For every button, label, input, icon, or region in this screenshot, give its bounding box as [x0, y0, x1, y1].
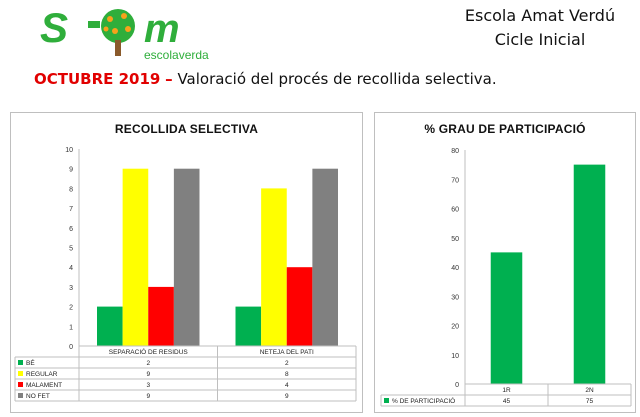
- bar-regular-1: [122, 168, 149, 346]
- y-tick-label: 50: [451, 236, 459, 243]
- legend-swatch: [18, 371, 23, 376]
- data-label: 4: [285, 382, 289, 389]
- logo-subtitle: escolaverda: [144, 48, 209, 62]
- bar-regular-2: [261, 188, 287, 346]
- chart-title: % GRAU DE PARTICIPACIÓ: [424, 122, 586, 136]
- chart-title: RECOLLIDA SELECTIVA: [114, 122, 259, 136]
- y-tick-label: 0: [69, 344, 73, 351]
- legend-swatch: [18, 382, 23, 387]
- bar-no-fet-2: [312, 168, 338, 346]
- svg-text:S: S: [40, 4, 68, 51]
- data-label: 75: [586, 398, 594, 405]
- y-tick-label: 60: [451, 207, 459, 214]
- recycling-chart-panel: RECOLLIDA SELECTIVA 0 1 2 3 4 5 6 7 8 9 10 SEPARACI…: [10, 112, 363, 413]
- participation-chart-panel: % GRAU DE PARTICIPACIÓ 0 10 20 30 40 50 60 70 80…: [374, 112, 636, 413]
- y-tick-label: 8: [69, 186, 73, 193]
- data-label: 2: [285, 360, 289, 367]
- legend-label: REGULAR: [26, 371, 58, 378]
- y-tick-label: 40: [451, 265, 459, 272]
- legend-swatch: [18, 360, 23, 365]
- bar-b--1: [97, 306, 123, 346]
- bar-b--2: [235, 306, 262, 346]
- legend-label: % DE PARTICIPACIÓ: [392, 396, 455, 405]
- heading-separator: –: [165, 70, 173, 88]
- y-tick-label: 70: [451, 177, 459, 184]
- y-tick-label: 20: [451, 324, 459, 331]
- y-tick-label: 0: [455, 382, 459, 389]
- y-tick-label: 10: [65, 147, 73, 154]
- category-label: 1R: [502, 387, 511, 394]
- data-label: 9: [146, 393, 150, 400]
- school-name: Escola Amat Verdú: [464, 6, 616, 25]
- category-label: 2N: [585, 387, 594, 394]
- legend-label: BÉ: [26, 358, 35, 367]
- data-label: 9: [146, 371, 150, 378]
- heading-description: Valoració del procés de recollida select…: [177, 70, 497, 88]
- data-label: 45: [503, 398, 511, 405]
- bar-no-fet-1: [173, 168, 200, 346]
- legend-label: MALAMENT: [26, 382, 62, 389]
- y-tick-label: 3: [69, 285, 73, 292]
- y-tick-label: 7: [69, 206, 73, 213]
- page-heading: OCTUBRE 2019 – Valoració del procés de r…: [34, 70, 497, 88]
- y-tick-label: 6: [69, 226, 73, 233]
- svg-text:m: m: [144, 7, 180, 51]
- y-tick-label: 9: [69, 167, 73, 174]
- y-tick-label: 30: [451, 294, 459, 301]
- legend-swatch: [18, 393, 23, 398]
- y-tick-label: 80: [451, 148, 459, 155]
- y-tick-label: 1: [69, 324, 73, 331]
- data-label: 2: [146, 360, 150, 367]
- category-label: NETEJA DEL PATI: [260, 349, 314, 356]
- school-logo: S m escolaverda: [36, 4, 236, 62]
- bar-malament-1: [148, 286, 174, 346]
- y-tick-label: 10: [451, 353, 459, 360]
- logo-tree-icon: [101, 9, 135, 56]
- heading-month: OCTUBRE 2019: [34, 70, 161, 88]
- y-tick-label: 5: [69, 246, 73, 253]
- participation-chart: 0 10 20 30 40 50 60 70 80 1R 2N % DE PARTICIPACIÓ 45…: [380, 148, 632, 407]
- data-label: 8: [285, 371, 289, 378]
- y-tick-label: 4: [69, 265, 73, 272]
- bar--de-participaci--1: [490, 252, 523, 384]
- legend-swatch: [384, 398, 389, 403]
- bar-malament-2: [286, 267, 313, 346]
- data-label: 9: [285, 393, 289, 400]
- cycle-name: Cicle Inicial: [494, 30, 586, 49]
- bar--de-participaci--2: [573, 164, 606, 384]
- recycling-chart: 0 1 2 3 4 5 6 7 8 9 10 SEPARACIÓ DE RESIDUS NETEJA D…: [14, 147, 357, 402]
- y-tick-label: 2: [69, 305, 73, 312]
- category-label: SEPARACIÓ DE RESIDUS: [109, 347, 189, 356]
- legend-label: NO FET: [26, 393, 50, 400]
- data-label: 3: [146, 382, 150, 389]
